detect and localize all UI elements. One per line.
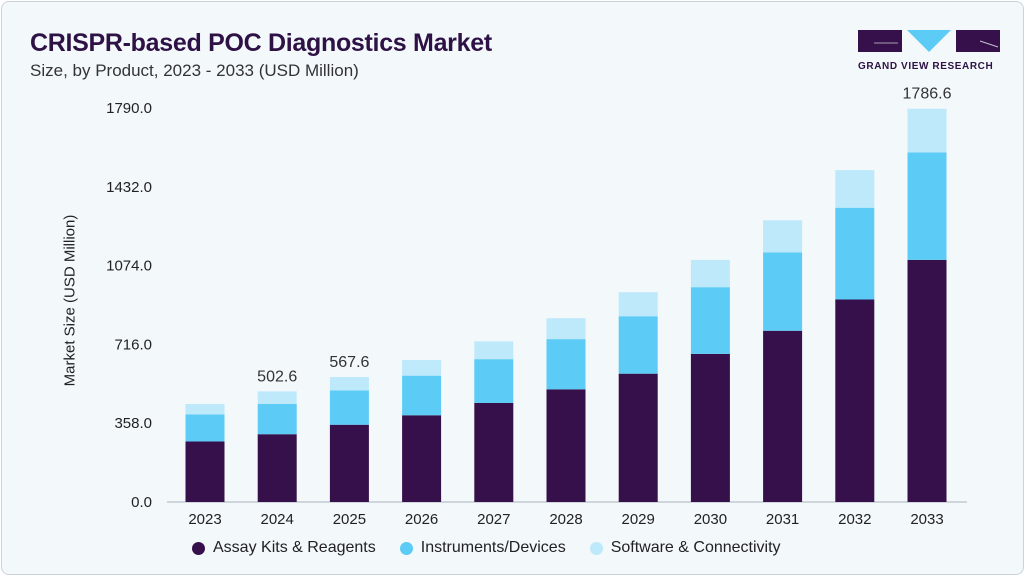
legend-swatch-instruments (399, 541, 413, 555)
bar-segment-software-connectivity-2023 (185, 404, 225, 415)
bar-segment-software-connectivity-2029 (618, 292, 658, 317)
bar-segment-instruments-devices-2024 (257, 403, 297, 435)
bar-segment-assay-kits-reagents-2023 (185, 441, 225, 502)
legend-item-instruments: Instruments/Devices (399, 539, 566, 557)
grand-view-research-logo (858, 30, 1000, 52)
bar-segment-assay-kits-reagents-2027 (474, 402, 514, 502)
x-tick-label: 2023 (188, 511, 221, 528)
chart-title: CRISPR-based POC Diagnostics Market (30, 29, 492, 57)
bar-segment-assay-kits-reagents-2033 (907, 259, 947, 502)
bar-segment-software-connectivity-2031 (763, 220, 803, 253)
legend-label: Assay Kits & Reagents (213, 539, 376, 556)
logo-text: GRAND VIEW RESEARCH (858, 61, 994, 72)
y-tick-label: 1074.0 (106, 258, 152, 275)
bar-segment-software-connectivity-2028 (546, 318, 586, 340)
bar-segment-assay-kits-reagents-2029 (618, 373, 658, 502)
chart-subtitle: Size, by Product, 2023 - 2033 (USD Milli… (30, 61, 359, 80)
x-tick-label: 2028 (549, 511, 582, 528)
bar-segment-software-connectivity-2027 (474, 341, 514, 360)
bar-segment-instruments-devices-2033 (907, 152, 947, 260)
x-tick-label: 2024 (261, 511, 294, 528)
bar-segment-instruments-devices-2030 (690, 287, 730, 354)
bar-segment-instruments-devices-2031 (763, 252, 803, 331)
data-label: 1786.6 (903, 86, 952, 103)
bar-segment-instruments-devices-2023 (185, 414, 225, 442)
legend-label: Software & Connectivity (610, 539, 781, 556)
bar-segment-software-connectivity-2032 (835, 170, 875, 208)
bar-segment-software-connectivity-2033 (907, 108, 947, 153)
bar-segment-assay-kits-reagents-2024 (257, 434, 297, 502)
legend-item-assay: Assay Kits & Reagents (192, 539, 376, 557)
x-tick-label: 2025 (333, 511, 366, 528)
bar-segment-assay-kits-reagents-2026 (402, 415, 442, 502)
stacked-bar-chart: 0.0 358.0 716.0 1074.0 1432.0 1790.0 2023 2024 5… (106, 86, 967, 528)
bar-segment-assay-kits-reagents-2025 (329, 424, 369, 502)
legend-swatch-assay (192, 541, 205, 555)
x-tick-label: 2032 (838, 511, 871, 528)
bar-segment-instruments-devices-2025 (329, 390, 369, 425)
y-tick-label: 1790.0 (106, 100, 152, 117)
bar-segment-software-connectivity-2024 (257, 391, 297, 404)
bar-segment-assay-kits-reagents-2032 (835, 299, 875, 502)
data-label: 502.6 (257, 368, 297, 385)
bar-segment-instruments-devices-2032 (835, 207, 875, 300)
x-tick-label: 2030 (694, 511, 727, 528)
legend-label: Instruments/Devices (420, 539, 566, 556)
bar-segment-instruments-devices-2028 (546, 339, 586, 390)
y-tick-label: 358.0 (114, 415, 152, 432)
bar-segment-instruments-devices-2029 (618, 316, 658, 374)
bar-segment-software-connectivity-2025 (329, 377, 369, 391)
bar-segment-instruments-devices-2027 (474, 359, 514, 403)
y-tick-label: 1432.0 (106, 179, 152, 196)
bar-segment-software-connectivity-2026 (402, 360, 442, 376)
bar-segment-instruments-devices-2026 (402, 375, 442, 416)
x-tick-label: 2027 (477, 511, 510, 528)
bar-segment-assay-kits-reagents-2031 (763, 330, 803, 502)
legend-swatch-software (589, 541, 603, 555)
x-tick-label: 2026 (405, 511, 438, 528)
bar-segment-assay-kits-reagents-2030 (690, 353, 730, 502)
x-tick-label: 2031 (766, 511, 799, 528)
legend: Assay Kits & Reagents Instruments/Device… (192, 539, 781, 557)
bar-segment-software-connectivity-2030 (690, 259, 730, 288)
legend-item-software: Software & Connectivity (589, 539, 781, 557)
y-tick-label: 0.0 (131, 494, 152, 511)
x-tick-label: 2029 (622, 511, 655, 528)
x-tick-label: 2033 (910, 511, 943, 528)
bar-segment-assay-kits-reagents-2028 (546, 389, 586, 502)
data-label: 567.6 (329, 354, 369, 371)
y-tick-label: 716.0 (114, 336, 152, 353)
